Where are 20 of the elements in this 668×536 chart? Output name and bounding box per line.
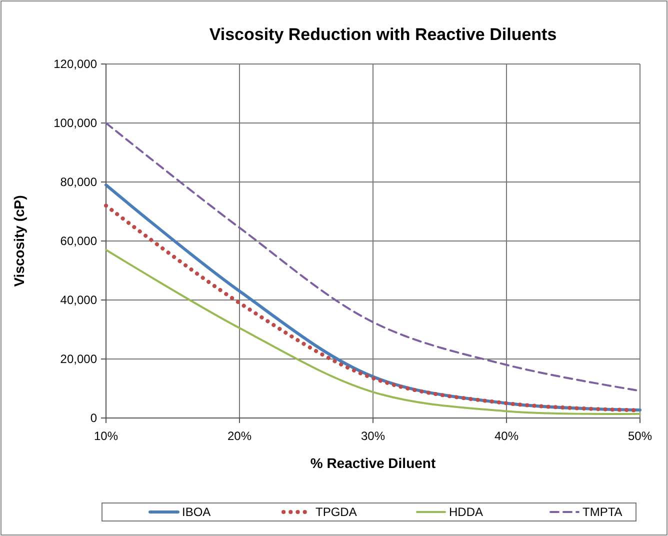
x-tick-label: 40% [494, 429, 519, 443]
x-tick-label: 50% [628, 429, 652, 443]
y-tick-label: 20,000 [60, 352, 98, 366]
y-tick-label: 100,000 [54, 116, 98, 130]
line-series [105, 248, 641, 415]
y-tick-label: 40,000 [60, 293, 98, 308]
y-axis-title: Viscosity (cP) [11, 195, 27, 287]
legend-label: IBOA [182, 505, 211, 520]
chart-title: Viscosity Reduction with Reactive Diluents [209, 25, 557, 44]
legend-label: TMPTA [582, 505, 622, 520]
x-axis-title: % Reactive Diluent [310, 455, 436, 471]
y-tick-label: 60,000 [60, 234, 98, 248]
x-tick-label: 20% [227, 429, 252, 443]
y-tick-label: 80,000 [60, 175, 98, 190]
legend-label: TPGDA [316, 505, 357, 520]
y-tick-label: 120,000 [54, 57, 98, 72]
x-tick-label: 30% [360, 429, 386, 443]
y-tick-label: 0 [90, 411, 98, 426]
legend-label: HDDA [449, 505, 484, 520]
x-tick-label: 10% [94, 429, 118, 443]
